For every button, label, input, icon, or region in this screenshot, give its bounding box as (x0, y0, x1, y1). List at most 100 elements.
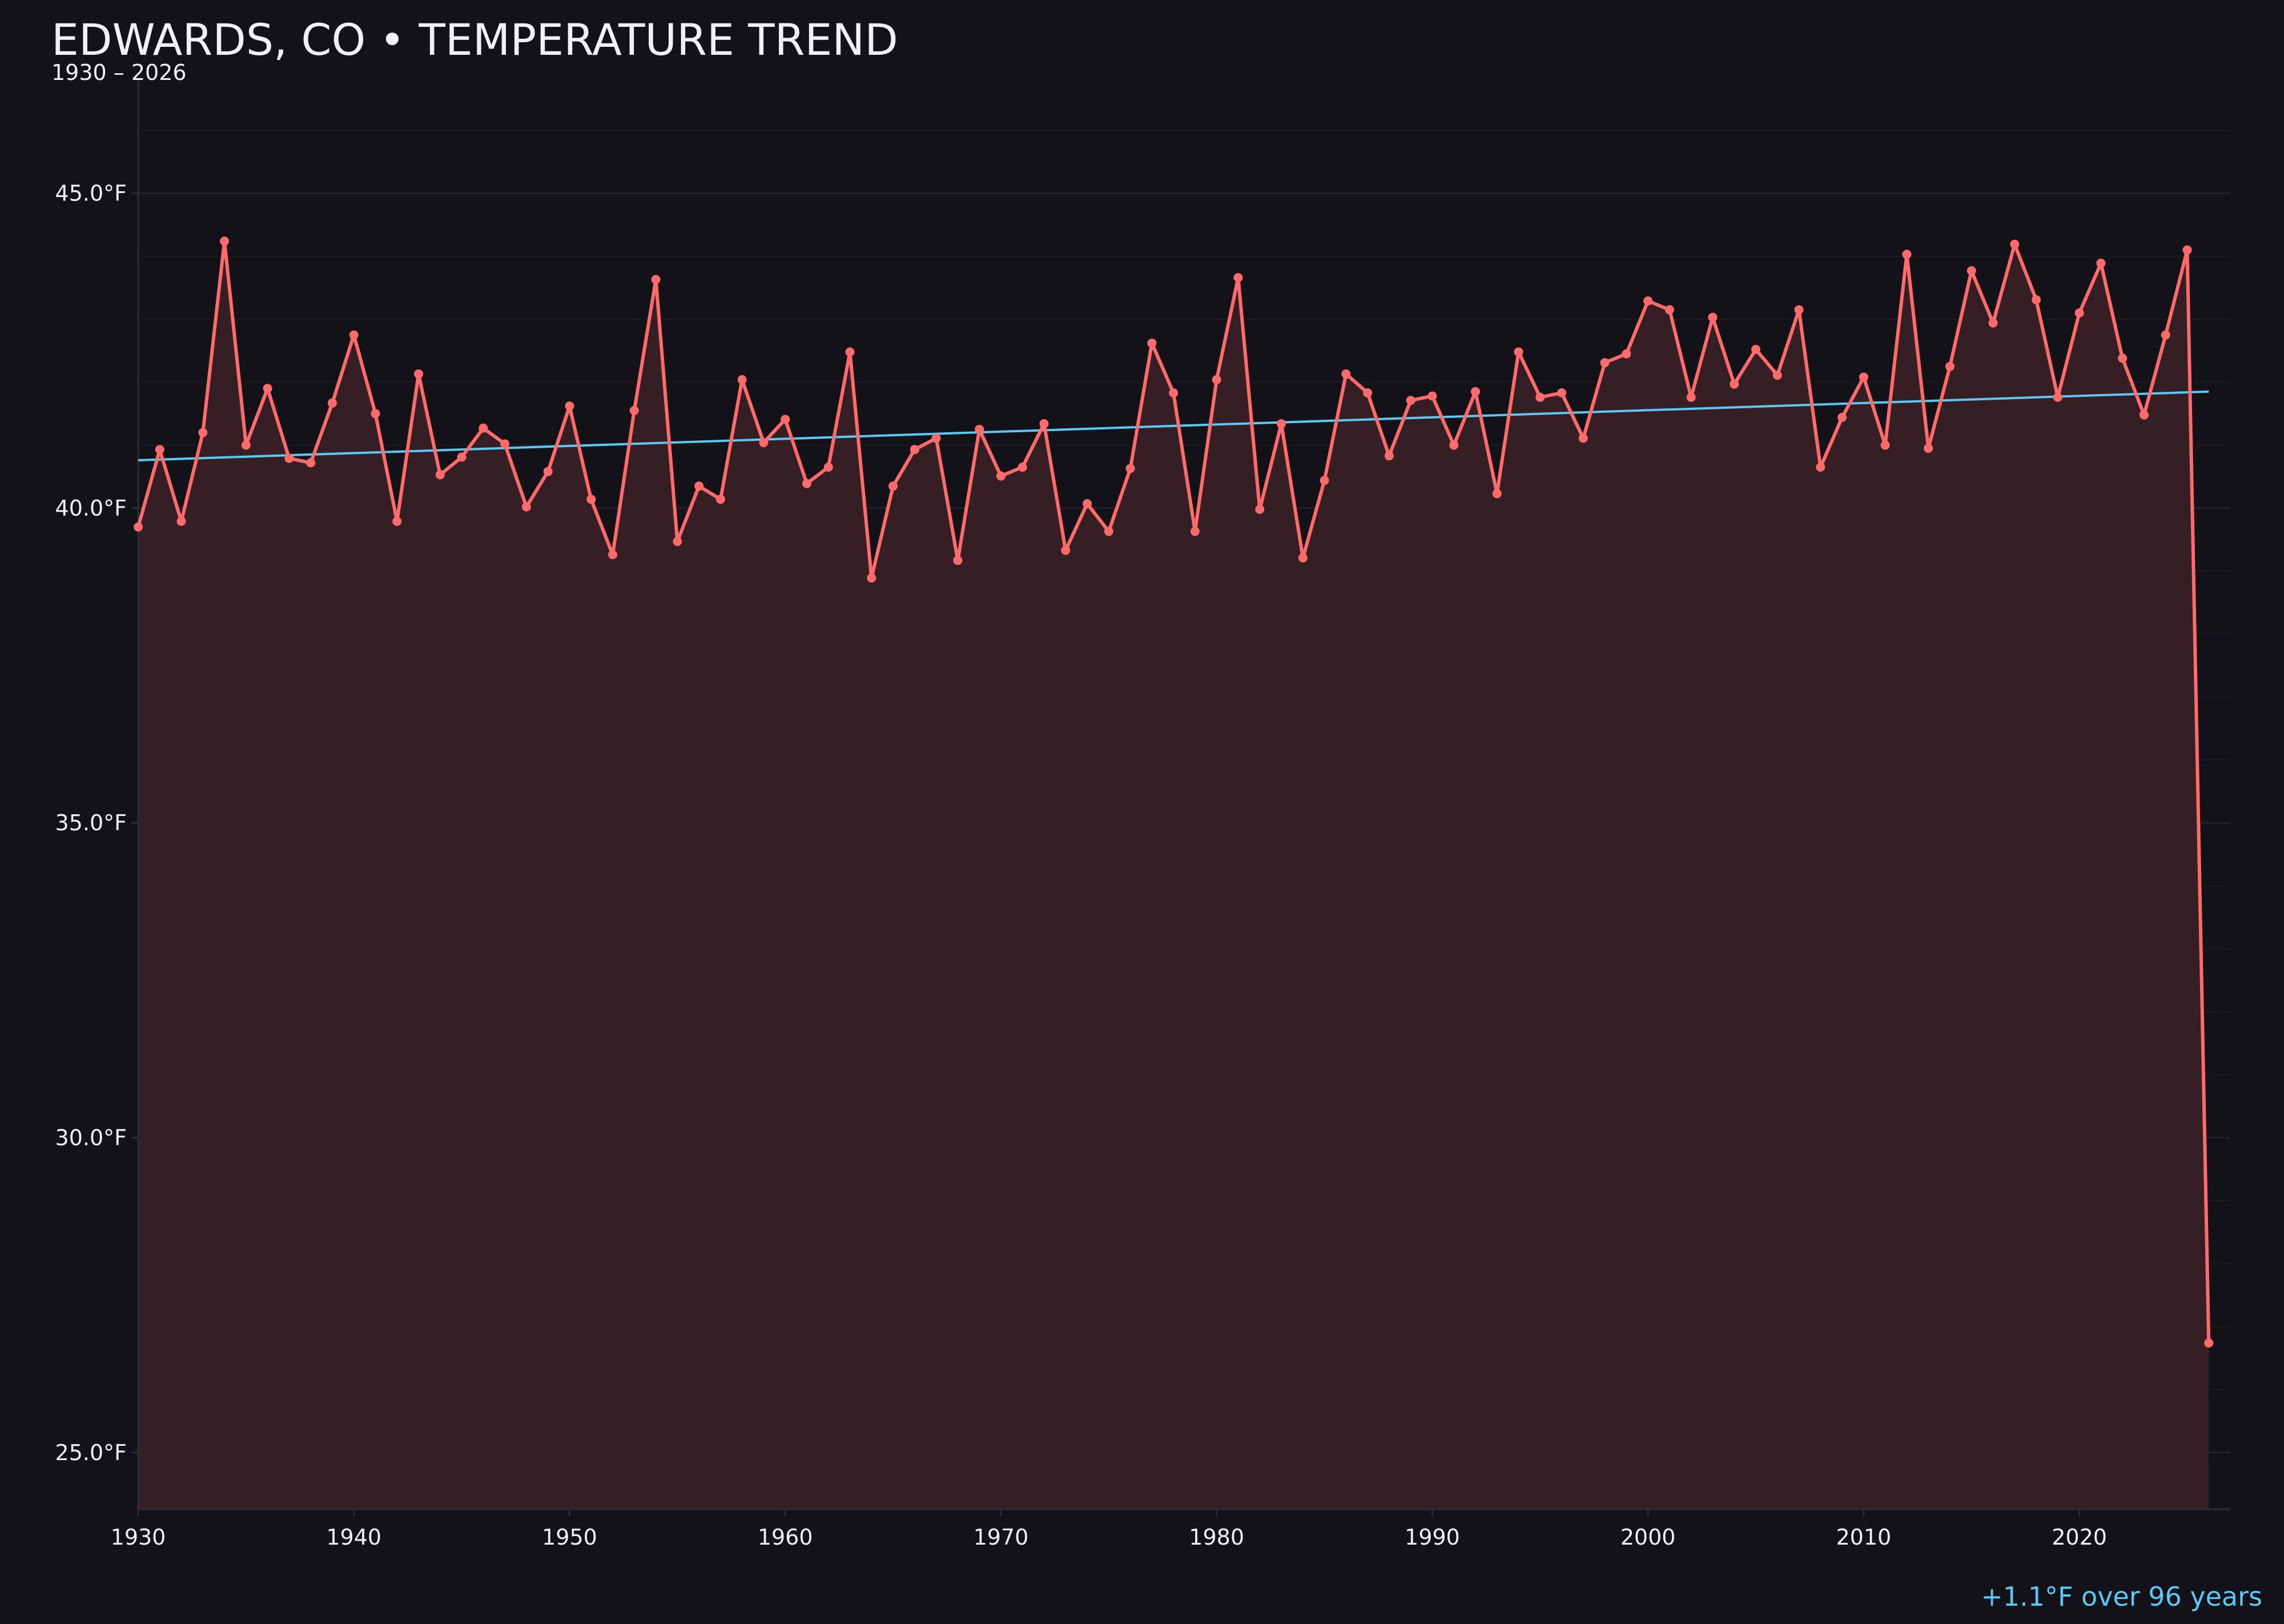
data-point (996, 471, 1006, 481)
data-point (1061, 545, 1071, 555)
data-point (1730, 379, 1739, 389)
data-point (1600, 358, 1610, 368)
data-point (1255, 505, 1265, 514)
x-tick-label: 1960 (758, 1525, 813, 1550)
data-point (715, 495, 725, 504)
data-point (1514, 347, 1523, 357)
data-point (2074, 308, 2084, 317)
data-point (1492, 489, 1502, 499)
data-point (673, 537, 682, 546)
axes (137, 80, 2230, 1510)
data-point (1816, 463, 1825, 472)
data-point (1664, 305, 1674, 315)
data-point (1708, 312, 1718, 322)
data-point (1341, 369, 1351, 379)
data-point (155, 445, 164, 455)
data-point (910, 445, 919, 455)
data-point (1772, 371, 1782, 380)
data-point (176, 516, 186, 526)
tick-labels: 25.0°F 30.0°F 35.0°F 40.0°F 45.0°F 1930 1940 19… (55, 180, 2107, 1550)
data-point (263, 384, 272, 393)
data-point (521, 502, 531, 512)
data-point (1622, 349, 1631, 359)
y-tick-label: 25.0°F (55, 1440, 127, 1465)
data-point (823, 463, 833, 472)
data-point (1320, 476, 1329, 485)
data-point (1751, 344, 1760, 354)
data-point (327, 398, 337, 408)
data-point (1104, 526, 1113, 536)
data-point (759, 438, 769, 448)
data-point (306, 458, 316, 468)
y-tick-label: 45.0°F (55, 180, 127, 206)
data-point (1470, 387, 1480, 396)
data-point (2118, 353, 2128, 363)
data-point (1557, 388, 1567, 398)
data-point (694, 481, 704, 491)
data-point (1427, 391, 1437, 401)
data-point (1859, 372, 1868, 382)
data-point (392, 516, 402, 526)
data-point (1686, 392, 1696, 402)
data-point (1535, 392, 1545, 402)
trend-line (138, 390, 2209, 461)
data-point (2139, 410, 2149, 420)
x-tick-label: 1970 (974, 1525, 1029, 1550)
x-tick-label: 2020 (2052, 1525, 2107, 1550)
data-point (1169, 388, 1179, 398)
data-point (198, 428, 208, 437)
data-point (1190, 526, 1200, 536)
data-point (888, 481, 898, 491)
data-point (500, 439, 510, 449)
data-point (1018, 463, 1027, 472)
data-point (2096, 258, 2106, 268)
data-point (543, 467, 553, 476)
data-point (845, 347, 855, 357)
data-point (931, 433, 941, 443)
data-point (2032, 295, 2041, 304)
data-point (802, 479, 811, 488)
data-point (1406, 396, 1416, 405)
trend-annotation: +1.1°F over 96 years (1981, 1581, 2262, 1612)
data-point (867, 573, 876, 583)
data-point (1643, 296, 1653, 306)
data-point (953, 556, 963, 565)
data-point (2182, 245, 2192, 255)
data-point (371, 409, 380, 419)
data-point (1880, 440, 1890, 450)
data-points (134, 236, 2214, 1348)
data-point (1276, 419, 1286, 429)
data-point (1147, 338, 1157, 348)
data-point (1212, 375, 1221, 384)
x-tick-label: 1940 (326, 1525, 381, 1550)
data-point (2161, 330, 2170, 340)
x-tick-label: 2010 (1836, 1525, 1891, 1550)
chart-title: EDWARDS, CO • TEMPERATURE TREND (51, 14, 898, 65)
data-point (651, 275, 661, 284)
data-point (1945, 361, 1955, 371)
data-point (1578, 433, 1588, 443)
data-point (457, 452, 467, 462)
data-point (2010, 239, 2020, 249)
data-point (2204, 1338, 2214, 1348)
data-point (349, 330, 359, 340)
data-point (1988, 318, 1998, 328)
x-tick-label: 1980 (1189, 1525, 1244, 1550)
data-point (1384, 451, 1394, 461)
data-point (1449, 440, 1459, 450)
x-tick-label: 1930 (111, 1525, 166, 1550)
x-tick-label: 2000 (1620, 1525, 1676, 1550)
data-point (975, 424, 984, 434)
data-point (1363, 388, 1373, 398)
x-tick-label: 1990 (1405, 1525, 1460, 1550)
data-point (435, 470, 445, 480)
data-point (1794, 305, 1804, 315)
x-tick-label: 1950 (542, 1525, 597, 1550)
y-tick-label: 40.0°F (55, 496, 127, 521)
y-tick-label: 35.0°F (55, 810, 127, 835)
data-point (737, 375, 747, 384)
data-point (284, 453, 294, 463)
data-point (134, 522, 143, 532)
data-point (608, 550, 618, 560)
